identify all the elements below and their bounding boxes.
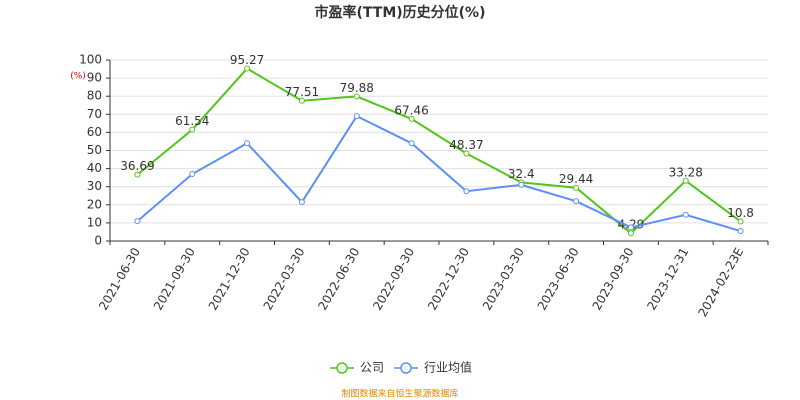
- y-tick-label: 10: [87, 215, 102, 229]
- y-tick-label: 50: [87, 143, 102, 157]
- data-label: 29.44: [559, 172, 593, 186]
- point: [298, 97, 305, 104]
- chart-title: 市盈率(TTM)历史分位(%): [315, 4, 486, 21]
- point: [134, 218, 141, 225]
- data-label: 79.88: [340, 81, 374, 95]
- point: [408, 115, 415, 122]
- point: [244, 140, 251, 147]
- x-tick-label: 2022-06-30: [315, 245, 362, 312]
- point: [627, 224, 634, 231]
- y-tick-label: 80: [87, 89, 102, 103]
- data-label: 33.28: [669, 165, 703, 179]
- point: [298, 199, 305, 206]
- point: [518, 181, 525, 188]
- data-label: 61.54: [175, 114, 209, 128]
- y-tick-label: 100: [79, 53, 102, 67]
- x-tick-label: 2023-09-30: [590, 245, 637, 312]
- y-tick-label: 20: [87, 197, 102, 211]
- legend-marker: [336, 362, 348, 374]
- y-tick-label: 60: [87, 125, 102, 139]
- source-note: 制图数据来自恒生聚源数据库: [341, 388, 458, 400]
- point: [682, 211, 689, 218]
- legend-label: 行业均值: [424, 360, 472, 375]
- x-tick-label: 2023-06-30: [535, 245, 582, 312]
- y-tick-label: 40: [87, 161, 102, 175]
- data-label: 77.51: [285, 85, 319, 99]
- data-label: 48.37: [449, 138, 483, 152]
- point: [244, 65, 251, 72]
- x-tick-label: 2022-03-30: [261, 245, 308, 312]
- series-line: [136, 114, 741, 233]
- point: [573, 184, 580, 191]
- x-tick-label: 2021-12-30: [206, 245, 253, 312]
- point: [353, 93, 360, 100]
- point: [189, 171, 196, 178]
- data-label: 67.46: [394, 103, 428, 117]
- point: [134, 171, 141, 178]
- point: [353, 113, 360, 120]
- legend-marker: [400, 362, 412, 374]
- x-tick-label: 2024-02-23E: [695, 245, 746, 319]
- point: [463, 150, 470, 157]
- y-tick-label: 0: [94, 234, 102, 248]
- data-label: 32.4: [508, 167, 535, 181]
- point: [682, 177, 689, 184]
- y-tick-label: 30: [87, 179, 102, 193]
- legend-label: 公司: [360, 361, 384, 375]
- point: [573, 198, 580, 205]
- point: [737, 228, 744, 235]
- point: [627, 230, 634, 237]
- x-tick-label: 2023-03-30: [480, 245, 527, 312]
- x-tick-label: 2023-12-31: [644, 245, 691, 312]
- point: [737, 218, 744, 225]
- point: [408, 140, 415, 147]
- y-tick-label: 90: [87, 71, 102, 85]
- x-tick-label: 2022-09-30: [370, 245, 417, 312]
- y-tick-label: 70: [87, 107, 102, 121]
- point: [463, 188, 470, 195]
- data-label: 95.27: [230, 53, 264, 67]
- data-label: 36.69: [120, 159, 154, 173]
- data-label: 10.8: [727, 206, 754, 220]
- point: [189, 126, 196, 133]
- x-tick-label: 2021-09-30: [151, 245, 198, 312]
- x-tick-label: 2021-06-30: [96, 245, 143, 312]
- x-tick-label: 2022-12-30: [425, 245, 472, 312]
- y-axis-label: (%): [70, 72, 86, 82]
